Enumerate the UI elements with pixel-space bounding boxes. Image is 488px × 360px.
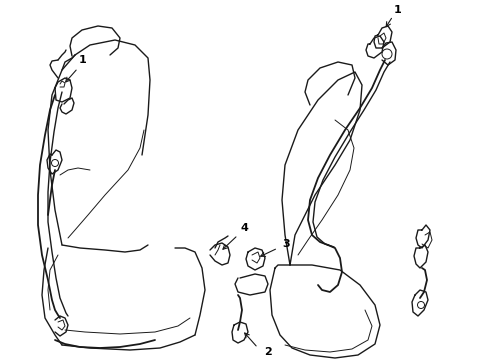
Text: 3: 3 (282, 239, 289, 249)
Text: 1: 1 (393, 5, 401, 15)
Text: 4: 4 (240, 223, 247, 233)
Text: 2: 2 (264, 347, 271, 357)
Text: 1: 1 (79, 55, 87, 65)
